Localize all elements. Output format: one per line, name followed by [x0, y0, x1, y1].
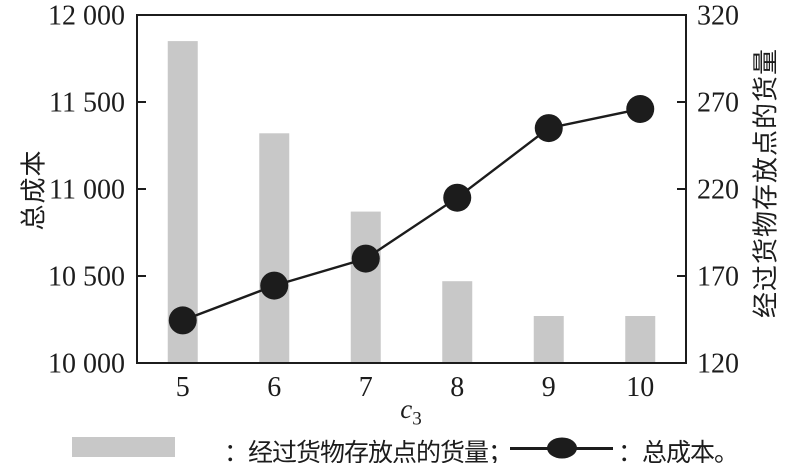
bar [533, 316, 564, 363]
legend-line-marker-icon [546, 437, 577, 459]
right-tick-label: 220 [697, 175, 739, 206]
x-tick-label: 9 [542, 372, 556, 403]
cost-marker [260, 271, 289, 300]
x-axis-title-symbol: c [400, 394, 413, 424]
cost-marker [351, 244, 380, 273]
right-tick-label: 320 [697, 1, 739, 32]
cost-marker [626, 95, 655, 123]
left-tick-label: 10 500 [48, 262, 125, 293]
left-tick-label: 10 000 [48, 349, 125, 380]
legend-line-swatch [510, 437, 613, 459]
bar [442, 281, 473, 363]
cost-marker [443, 183, 472, 212]
cost-marker [168, 306, 197, 335]
bar [625, 316, 656, 363]
cost-line [182, 107, 641, 322]
right-axis-title: 经过货物存放点的货量 [751, 47, 781, 319]
x-tick-label: 8 [450, 372, 464, 403]
legend-bar-swatch [72, 437, 175, 457]
x-axis-title-subscript: 3 [412, 408, 422, 430]
x-axis-title: c3 [400, 394, 421, 428]
bar [259, 133, 290, 363]
plot-frame [136, 14, 687, 364]
x-tick-label: 10 [626, 372, 654, 403]
right-tick-label: 170 [697, 262, 739, 293]
left-tick-label: 11 000 [49, 175, 125, 206]
legend-bar-label: ：经过货物存放点的货量； [224, 440, 513, 463]
left-axis-title: 总成本 [19, 149, 49, 231]
right-tick-label: 120 [697, 349, 739, 380]
x-tick-label: 6 [267, 372, 281, 403]
left-tick-label: 11 500 [49, 88, 125, 119]
legend-line-label: ：总成本。 [618, 440, 739, 463]
cost-marker [534, 114, 563, 143]
right-tick-label: 270 [697, 88, 739, 119]
x-tick-label: 5 [176, 372, 190, 403]
left-tick-label: 12 000 [48, 1, 125, 32]
x-tick-label: 7 [359, 372, 373, 403]
bar [350, 211, 381, 363]
